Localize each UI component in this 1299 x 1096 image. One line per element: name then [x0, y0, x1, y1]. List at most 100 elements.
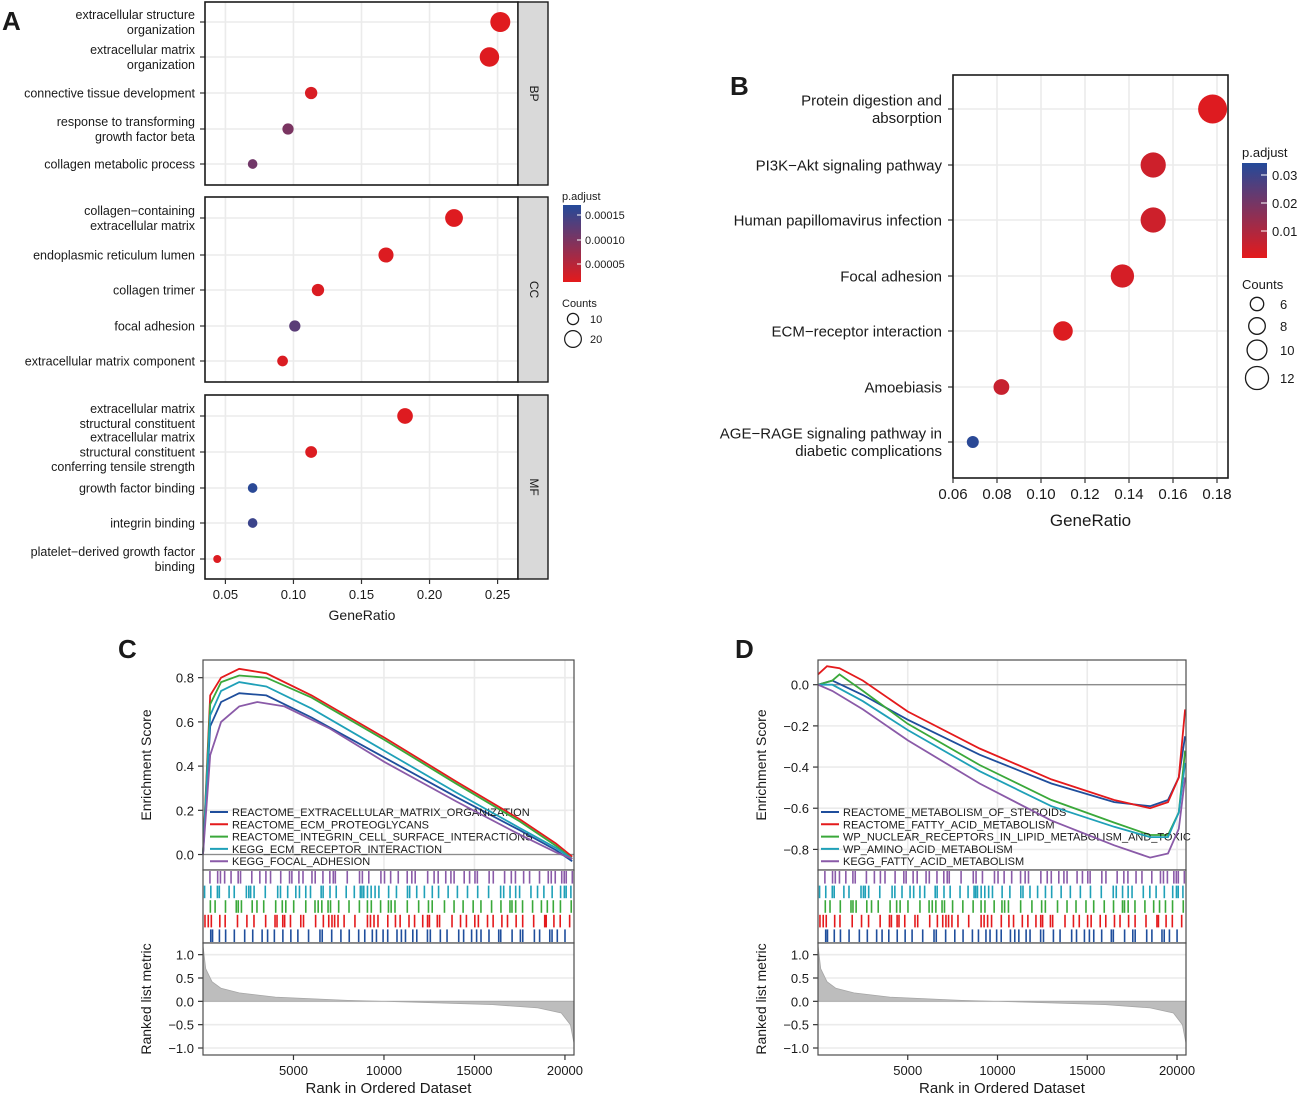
- a-xtick-label: 0.05: [213, 587, 238, 602]
- c-es-line: [202, 692, 573, 862]
- b-xtick-label: 0.16: [1158, 486, 1187, 503]
- c-legend-label: KEGG_FOCAL_ADHESION: [232, 856, 370, 868]
- b-xtick-label: 0.18: [1202, 486, 1231, 503]
- b-plot-frame: [952, 74, 1229, 479]
- b-size-legend-circle: [1248, 317, 1266, 335]
- d-metric-ytick-label: 0.5: [791, 971, 809, 986]
- b-xtick-label: 0.06: [938, 486, 967, 503]
- d-xtick-label: 20000: [1159, 1063, 1195, 1078]
- c-metric-axis-title: Ranked list metric: [138, 943, 154, 1054]
- c-es-line: [202, 674, 573, 860]
- panel-label-d: D: [735, 634, 754, 664]
- a-size-legend-label: 10: [590, 314, 602, 326]
- a-xtick-label: 0.20: [417, 587, 442, 602]
- b-colorbar-label: 0.03: [1272, 168, 1297, 183]
- b-x-axis-title: GeneRatio: [1050, 511, 1131, 530]
- c-metric-area: [202, 945, 575, 1044]
- c-xtick-label: 10000: [366, 1063, 402, 1078]
- a-colorbar-label: 0.00010: [585, 235, 625, 247]
- c-metric-ytick-label: −0.5: [168, 1018, 194, 1033]
- a-colorbar-label: 0.00005: [585, 259, 625, 271]
- d-es-ytick-label: 0.0: [791, 678, 809, 693]
- a-facet-strip-BP: [517, 1, 549, 186]
- c-es-ytick-label: 0.8: [176, 671, 194, 686]
- a-point: [378, 247, 394, 263]
- b-point: [1198, 94, 1228, 124]
- d-metric-area: [817, 945, 1187, 1044]
- a-facet-strip-MF: [517, 394, 549, 580]
- b-size-legend-title: Counts: [1242, 277, 1284, 292]
- a-point: [282, 123, 294, 135]
- d-es-line: [818, 683, 1186, 838]
- a-point: [247, 483, 258, 493]
- c-legend-label: REACTOME_INTEGRIN_CELL_SURFACE_INTERACTI…: [232, 832, 533, 844]
- a-term-label: endoplasmic reticulum lumen: [33, 248, 195, 262]
- c-legend-label: REACTOME_ECM_PROTEOGLYCANS: [232, 819, 429, 831]
- d-es-line: [817, 665, 1186, 810]
- b-point: [1140, 207, 1166, 233]
- c-xtick-label: 15000: [456, 1063, 492, 1078]
- a-point: [397, 408, 413, 424]
- c-es-line: [202, 681, 573, 860]
- a-size-legend-label: 20: [590, 334, 602, 346]
- a-size-legend-title: Counts: [562, 298, 597, 310]
- a-term-label: extracellular matrix structural constitue…: [51, 431, 196, 475]
- a-colorbar-label: 0.00015: [585, 210, 625, 222]
- d-es-ytick-label: −0.8: [783, 842, 809, 857]
- b-size-legend-label: 10: [1280, 343, 1294, 358]
- a-point: [213, 555, 222, 563]
- a-term-label: response to transforming growth factor be…: [57, 115, 195, 144]
- go-dotplot-panel-a: BP extracellular structure organization ext…: [24, 1, 625, 623]
- d-metric-ytick-label: −1.0: [783, 1041, 809, 1056]
- b-xtick-label: 0.08: [982, 486, 1011, 503]
- c-metric-ytick-label: 1.0: [176, 948, 194, 963]
- gsea-plot-panel-d: −0.8 −0.6 −0.4 −0.2 0.0 REACTOME_METABOLISM_O…: [753, 659, 1195, 1096]
- a-facet-label-CC: CC: [527, 281, 541, 299]
- b-colorbar-label: 0.02: [1272, 196, 1297, 211]
- b-size-legend-circle: [1244, 365, 1270, 391]
- c-x-axis-title: Rank in Ordered Dataset: [306, 1080, 473, 1096]
- c-es-ytick-label: 0.0: [176, 848, 194, 863]
- c-legend-label: REACTOME_EXTRACELLULAR_MATRIX_ORGANIZATI…: [232, 807, 530, 819]
- b-term-label: PI3K−Akt signaling pathway: [756, 157, 943, 174]
- d-legend-label: KEGG_FATTY_ACID_METABOLISM: [843, 856, 1024, 868]
- a-term-label: growth factor binding: [79, 481, 195, 495]
- panel-label-b: B: [730, 71, 749, 101]
- c-metric-ytick-label: 0.0: [176, 994, 194, 1009]
- b-term-label: AGE−RAGE signaling pathway in diabetic co…: [720, 425, 942, 460]
- c-es-ytick-label: 0.6: [176, 715, 194, 730]
- a-xtick-label: 0.25: [485, 587, 510, 602]
- b-size-legend-label: 12: [1280, 371, 1294, 386]
- c-metric-ytick-label: 0.5: [176, 971, 194, 986]
- b-term-label: ECM−receptor interaction: [772, 323, 943, 340]
- b-point: [993, 379, 1010, 395]
- c-es-ytick-label: 0.2: [176, 803, 194, 818]
- gsea-plot-panel-c: 0.0 0.2 0.4 0.6 0.8 REACTOME_EXTRACELLULAR_MA…: [138, 659, 583, 1096]
- d-legend-label: WP_AMINO_ACID_METABOLISM: [843, 844, 1013, 856]
- d-xtick-label: 5000: [893, 1063, 922, 1078]
- d-es-ytick-label: −0.2: [783, 719, 809, 734]
- d-es-ytick-label: −0.4: [783, 760, 809, 775]
- a-point: [311, 283, 325, 297]
- panel-label-a: A: [2, 6, 21, 36]
- b-size-legend-circle: [1246, 339, 1268, 361]
- c-xtick-label: 20000: [547, 1063, 583, 1078]
- b-xtick-label: 0.12: [1070, 486, 1099, 503]
- a-xtick-label: 0.15: [349, 587, 374, 602]
- b-xtick-label: 0.10: [1026, 486, 1055, 503]
- a-term-label: collagen metabolic process: [44, 157, 195, 171]
- c-es-axis-title: Enrichment Score: [138, 709, 154, 820]
- d-metric-axis-title: Ranked list metric: [753, 943, 769, 1054]
- a-term-label: focal adhesion: [114, 319, 195, 333]
- c-legend-label: KEGG_ECM_RECEPTOR_INTERACTION: [232, 844, 442, 856]
- a-point: [479, 47, 500, 67]
- a-xtick-label: 0.10: [281, 587, 306, 602]
- a-colorbar: [563, 205, 581, 282]
- d-xtick-label: 15000: [1069, 1063, 1105, 1078]
- b-xtick-label: 0.14: [1114, 486, 1143, 503]
- a-term-label: collagen−containing extracellular matrix: [84, 204, 196, 233]
- c-metric-frame: [202, 942, 575, 1056]
- c-metric-ytick-label: −1.0: [168, 1041, 194, 1056]
- b-point: [966, 436, 979, 448]
- d-xtick-label: 10000: [979, 1063, 1015, 1078]
